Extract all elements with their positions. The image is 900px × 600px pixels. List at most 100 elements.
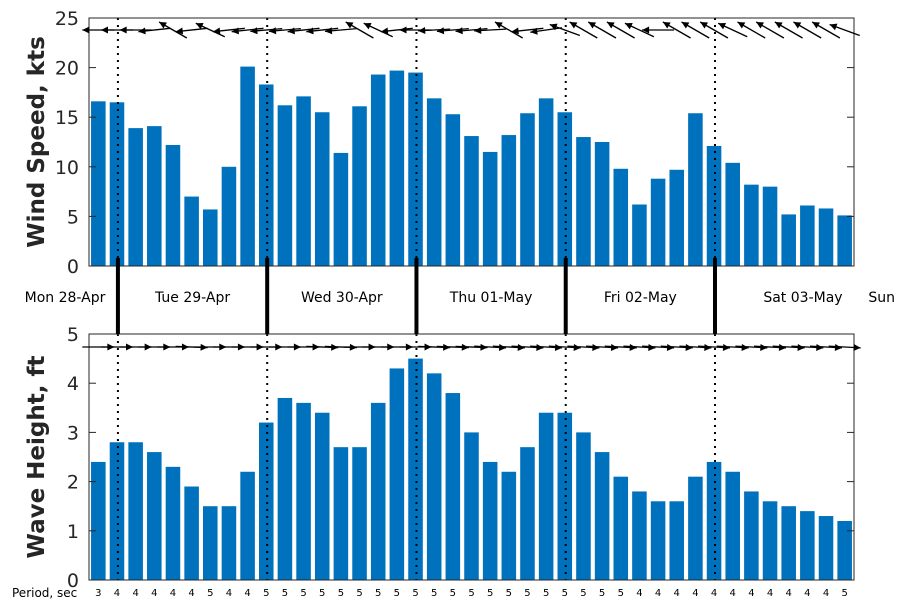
- wave-bar: [165, 466, 181, 580]
- period-value: 4: [244, 588, 250, 599]
- day-label: Mon 28-Apr: [25, 290, 106, 306]
- wave-direction-arrow: [642, 343, 675, 351]
- wind-bar: [594, 142, 610, 266]
- wind-bar: [128, 128, 143, 266]
- wave-bar: [352, 447, 367, 580]
- wave-bar: [128, 442, 143, 580]
- wave-bar: [538, 412, 554, 580]
- wind-bar: [501, 135, 517, 266]
- wind-direction-arrow: [158, 21, 188, 39]
- wave-bar: [258, 422, 274, 580]
- wave-direction-arrow: [474, 343, 507, 351]
- wind-bar: [333, 152, 349, 266]
- period-value: 4: [114, 588, 120, 599]
- wave-direction-arrow: [604, 343, 637, 351]
- wind-bar: [389, 70, 405, 267]
- wind-bar: [91, 101, 106, 266]
- wind-bar: [258, 84, 274, 267]
- wind-direction-arrow: [455, 27, 488, 35]
- wave-direction-arrow: [791, 343, 824, 351]
- period-value: 5: [263, 588, 269, 599]
- wave-direction-arrow: [772, 343, 805, 351]
- wave-ytick-label: 1: [67, 521, 79, 543]
- period-value: 4: [636, 588, 642, 599]
- wind-bar: [370, 74, 386, 266]
- wave-direction-arrow: [810, 343, 843, 351]
- period-value: 5: [356, 588, 362, 599]
- wind-bar: [744, 184, 759, 266]
- wave-bar: [240, 471, 255, 580]
- wave-bar: [221, 506, 237, 580]
- wave-bar: [613, 476, 629, 580]
- wave-bar: [203, 506, 218, 580]
- wind-bar: [650, 178, 666, 266]
- wind-direction-arrow: [345, 21, 374, 39]
- wind-bar: [445, 114, 461, 266]
- period-value: 5: [394, 588, 400, 599]
- wave-bar: [184, 486, 199, 580]
- period-value: 5: [506, 588, 512, 599]
- period-value: 5: [319, 588, 325, 599]
- wind-bar: [613, 168, 629, 266]
- wind-direction-arrow: [642, 26, 675, 34]
- wind-bar: [464, 136, 479, 266]
- period-strip: Period, sec 3 4 4 4 4 4 5 4 4 5 5 5 5 5 5 5 5 5 5 5 5 5 5 5 5 5 5 5…: [12, 586, 848, 600]
- wave-direction-arrow: [586, 343, 619, 351]
- day-label: Wed 30-Apr: [301, 290, 383, 306]
- wave-bar: [389, 368, 405, 580]
- period-value: 5: [338, 588, 344, 599]
- period-value: 3: [95, 588, 101, 599]
- period-value: 5: [207, 588, 213, 599]
- wind-bar: [240, 66, 255, 266]
- period-axis-title: Period, sec: [12, 586, 77, 600]
- period-value: 4: [655, 588, 661, 599]
- wind-direction-arrow: [418, 26, 451, 34]
- wind-direction-arrow: [212, 27, 245, 35]
- period-value: 4: [730, 588, 736, 599]
- period-value: 5: [300, 588, 306, 599]
- period-value: 4: [692, 588, 698, 599]
- wave-ytick-label: 2: [67, 472, 79, 494]
- wave-ytick-label: 5: [67, 324, 79, 346]
- wind-ytick-label: 5: [67, 206, 79, 228]
- wave-direction-arrow: [623, 343, 656, 351]
- wave-bar: [706, 461, 722, 580]
- wind-bar: [706, 145, 722, 266]
- wave-direction-arrow: [828, 343, 861, 351]
- wave-bar: [482, 461, 498, 580]
- wind-bar: [147, 126, 162, 267]
- period-value: 5: [543, 588, 549, 599]
- wave-bar: [725, 471, 740, 580]
- wind-direction-arrow: [530, 27, 563, 35]
- wind-direction-arrow: [829, 23, 860, 37]
- wind-direction-arrow: [306, 27, 339, 35]
- wave-bar: [426, 373, 442, 580]
- wave-bar: [408, 358, 423, 580]
- wind-direction-arrow: [287, 27, 320, 35]
- period-value: 4: [711, 588, 717, 599]
- wind-direction-arrow: [774, 21, 803, 39]
- wave-direction-arrow: [698, 343, 731, 351]
- wind-bar: [576, 137, 591, 266]
- wave-bar: [688, 476, 703, 580]
- period-value: 4: [674, 588, 680, 599]
- wave-direction-arrow: [754, 343, 787, 351]
- period-value: 5: [487, 588, 493, 599]
- wind-bar: [352, 106, 367, 267]
- wind-direction-arrow: [474, 26, 507, 34]
- wave-bar: [333, 447, 349, 580]
- wind-bar: [725, 162, 740, 266]
- wind-direction-arrow: [119, 26, 152, 34]
- wind-direction-arrow: [569, 21, 598, 39]
- wave-bar: [445, 393, 461, 580]
- day-label: Sun: [868, 290, 895, 306]
- wind-direction-arrow: [624, 22, 655, 38]
- wave-direction-arrow: [679, 343, 712, 351]
- wave-height-chart: 0 1 2 3 4 5 Wave Height, ft: [24, 324, 861, 592]
- wave-bar: [650, 501, 666, 580]
- period-value: 5: [580, 588, 586, 599]
- period-value: 5: [431, 588, 437, 599]
- wind-bar: [109, 102, 125, 266]
- day-label: Fri 02-May: [604, 290, 677, 306]
- wave-bar: [762, 501, 778, 580]
